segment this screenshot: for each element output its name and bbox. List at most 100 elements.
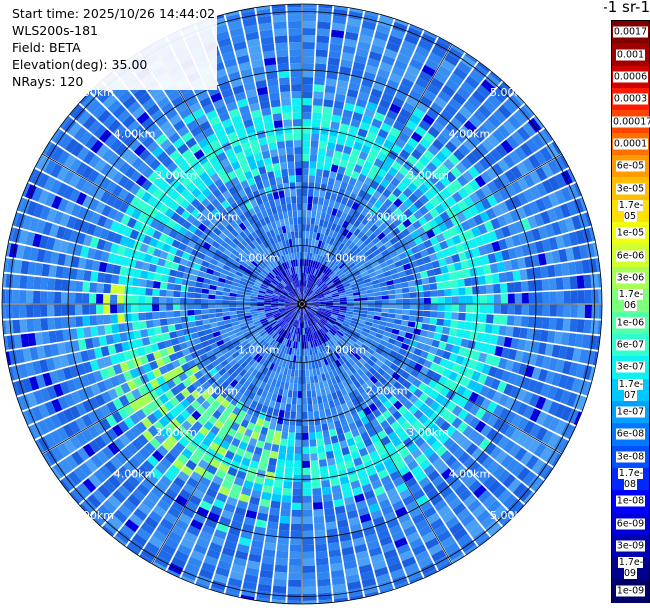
ray-gate: [257, 15, 272, 25]
ray-gate: [232, 454, 243, 464]
ray-gate: [308, 274, 312, 282]
ray-gate: [333, 100, 345, 110]
ray-gate: [266, 391, 273, 400]
ray-gate: [311, 306, 319, 309]
ray-gate: [226, 533, 239, 544]
ray-gate: [292, 300, 300, 304]
ray-gate: [346, 311, 354, 315]
ray-gate: [349, 594, 364, 601]
ray-gate: [312, 317, 317, 324]
ray-gate: [424, 190, 435, 201]
ray-gate: [229, 292, 237, 297]
ray-gate: [290, 70, 302, 78]
ray-gate: [84, 258, 94, 270]
ray-gate: [126, 238, 136, 249]
ray-gate: [338, 290, 346, 294]
ray-gate: [82, 234, 93, 247]
ray-gate: [376, 446, 387, 457]
ray-gate: [481, 411, 493, 424]
ray-gate: [294, 280, 298, 288]
ray-gate: [287, 600, 302, 604]
ray-gate: [51, 398, 63, 413]
ray-gate: [338, 292, 346, 296]
ray-gate: [259, 569, 273, 579]
ray-gate: [528, 304, 536, 316]
ray-gate: [563, 304, 571, 318]
ray-gate: [322, 493, 333, 502]
ray-gate: [437, 304, 445, 311]
ray-gate: [277, 452, 286, 461]
ray-gate: [379, 394, 388, 404]
ray-gate: [332, 277, 340, 284]
ray-gate: [255, 324, 263, 330]
ray-gate: [522, 435, 535, 450]
ray-gate: [366, 359, 375, 367]
ray-gate: [393, 400, 403, 410]
ray-gate: [241, 274, 250, 280]
ray-gate: [189, 494, 202, 506]
ray-gate: [321, 120, 331, 129]
ray-gate: [258, 262, 266, 270]
ray-gate: [288, 317, 293, 325]
ray-gate: [334, 375, 342, 384]
ray-gate: [332, 307, 340, 310]
ray-gate: [364, 490, 376, 500]
ray-gate: [180, 291, 188, 298]
ray-gate: [42, 372, 53, 387]
ray-gate: [302, 320, 305, 328]
ray-gate: [430, 102, 443, 115]
ray-gate: [440, 146, 453, 158]
ray-gate: [234, 207, 243, 217]
ray-gate: [213, 498, 225, 510]
ray-gate: [520, 142, 533, 157]
ray-gate: [449, 460, 462, 473]
ray-gate: [87, 247, 97, 260]
ray-gate: [173, 119, 186, 132]
ray-gate: [299, 259, 302, 266]
ray-gate: [229, 289, 238, 294]
ray-gate: [370, 275, 378, 282]
ray-gate: [39, 387, 51, 403]
ray-gate: [390, 28, 406, 40]
ray-gate: [275, 557, 288, 566]
ray-gate: [267, 337, 274, 345]
ray-gate: [158, 404, 169, 416]
ray-gate: [533, 329, 542, 341]
ray-gate: [488, 230, 498, 242]
ray-gate: [529, 185, 541, 200]
ray-gate: [420, 232, 430, 242]
ray-gate: [182, 328, 191, 336]
ray-gate: [486, 167, 498, 180]
ray-gate: [120, 447, 133, 460]
ray-gate: [309, 446, 318, 454]
ray-gate: [555, 318, 564, 331]
ray-gate: [331, 275, 339, 282]
ray-gate: [194, 298, 202, 304]
ray-gate: [98, 465, 112, 479]
ray-gate: [242, 247, 251, 255]
ray-gate: [33, 304, 41, 318]
ray-gate: [113, 470, 127, 484]
ray-gate: [392, 358, 402, 367]
ray-gate: [287, 231, 292, 240]
ray-gate: [194, 370, 204, 380]
ray-gate: [195, 320, 204, 327]
ray-gate: [280, 293, 287, 297]
ray-gate: [386, 109, 399, 121]
ray-gate: [231, 114, 243, 125]
ray-gate: [153, 273, 162, 282]
ray-gate: [348, 242, 356, 250]
ray-gate: [422, 344, 432, 353]
ray-gate: [349, 366, 357, 375]
ray-gate: [233, 327, 242, 334]
ray-gate: [264, 383, 271, 392]
ray-gate: [298, 320, 301, 328]
ray-gate: [203, 227, 213, 237]
ray-gate: [541, 317, 550, 330]
ray-gate: [341, 152, 350, 162]
ray-gate: [353, 306, 361, 310]
ray-gate: [345, 368, 353, 377]
ray-gate: [230, 370, 239, 379]
ray-gate: [279, 381, 286, 389]
ray-gate: [292, 259, 296, 267]
